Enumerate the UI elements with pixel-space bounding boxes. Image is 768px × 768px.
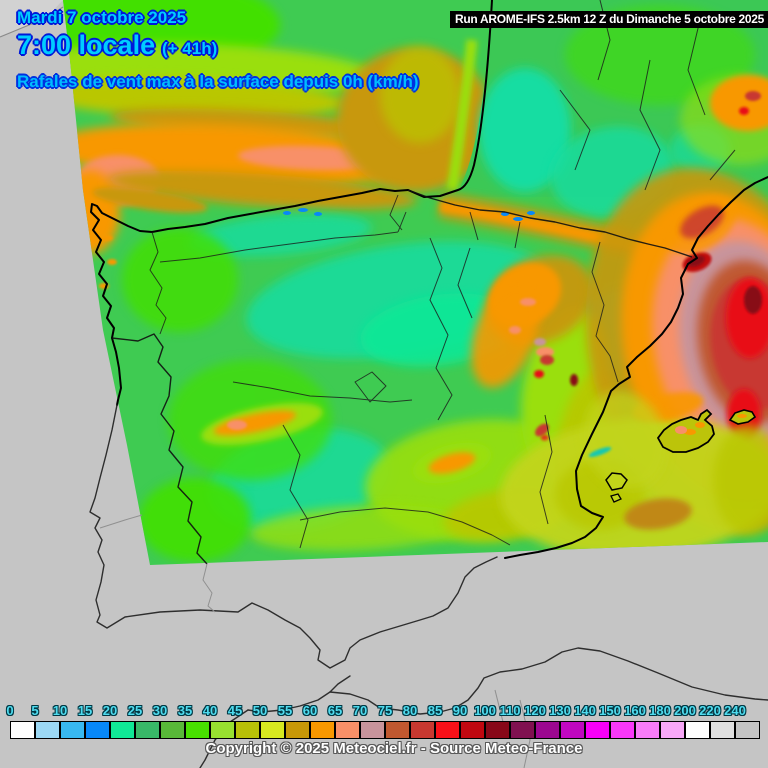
scale-label-100: 100 [474, 703, 496, 718]
scale-swatch-30 [160, 721, 185, 739]
scale-label-150: 150 [599, 703, 621, 718]
scale-label-20: 20 [102, 703, 118, 718]
scale-label-85: 85 [427, 703, 443, 718]
outside-land-france [0, 0, 63, 37]
coastline-outside-domain [89, 404, 768, 768]
scale-label-90: 90 [452, 703, 468, 718]
scale-label-40: 40 [202, 703, 218, 718]
forecast-offset-label: (+ 41h) [162, 39, 218, 58]
scale-swatch-130 [560, 721, 585, 739]
scale-label-70: 70 [352, 703, 368, 718]
scale-swatch-75 [385, 721, 410, 739]
scale-swatch-85 [435, 721, 460, 739]
balearic-islands [605, 408, 757, 503]
scale-label-80: 80 [402, 703, 418, 718]
scale-swatch-50 [260, 721, 285, 739]
border-portugal-south [202, 563, 216, 613]
scale-label-15: 15 [77, 703, 93, 718]
scale-swatch-35 [185, 721, 210, 739]
scale-label-45: 45 [227, 703, 243, 718]
local-time-label: 7:00 locale [17, 30, 156, 60]
scale-swatch-45 [235, 721, 260, 739]
scale-label-30: 30 [152, 703, 168, 718]
scale-swatch-5 [35, 721, 60, 739]
scale-swatch-70 [360, 721, 385, 739]
river-tagus [99, 514, 143, 529]
scale-swatch-40 [210, 721, 235, 739]
scale-label-65: 65 [327, 703, 343, 718]
coastline-north-spain-galicia [90, 188, 409, 406]
scale-label-35: 35 [177, 703, 193, 718]
coastline-portugal-andalusia [89, 404, 498, 669]
scale-label-240: 240 [724, 703, 746, 718]
scale-swatch-120 [535, 721, 560, 739]
scale-label-5: 5 [31, 703, 39, 718]
scale-swatch-100 [485, 721, 510, 739]
scale-swatch-20 [110, 721, 135, 739]
scale-label-160: 160 [624, 703, 646, 718]
coastline-mediterranean [504, 176, 768, 559]
scale-swatch-160 [635, 721, 660, 739]
model-domain-field [63, 0, 768, 565]
scale-label-10: 10 [52, 703, 68, 718]
scale-label-55: 55 [277, 703, 293, 718]
scale-label-50: 50 [252, 703, 268, 718]
scale-swatch-180 [660, 721, 685, 739]
scale-label-75: 75 [377, 703, 393, 718]
coastline-france-atlantic [407, 0, 493, 198]
date-label: Mardi 7 octobre 2025 [17, 8, 187, 27]
scale-label-110: 110 [499, 703, 521, 718]
border-morocco-algeria [519, 699, 531, 768]
scale-label-25: 25 [127, 703, 143, 718]
scale-label-0: 0 [6, 703, 14, 718]
scale-label-180: 180 [649, 703, 671, 718]
coastline-north-africa [329, 647, 768, 715]
scale-swatch-220 [710, 721, 735, 739]
scale-swatch-90 [460, 721, 485, 739]
run-info-banner: Run AROME-IFS 2.5km 12 Z du Dimanche 5 o… [450, 11, 768, 28]
scale-label-140: 140 [574, 703, 596, 718]
scale-swatch-65 [335, 721, 360, 739]
border-spain-france [407, 189, 693, 258]
scale-swatch-140 [585, 721, 610, 739]
variable-label: Rafales de vent max à la surface depuis … [17, 72, 419, 91]
scale-swatch-25 [135, 721, 160, 739]
scale-label-120: 120 [524, 703, 546, 718]
scale-swatch-110 [510, 721, 535, 739]
copyright-label: Copyright © 2025 Meteociel.fr - Source M… [205, 740, 583, 757]
region-borders [149, 0, 736, 549]
scale-swatch-240 [735, 721, 760, 739]
scale-label-130: 130 [549, 703, 571, 718]
scale-swatch-55 [285, 721, 310, 739]
country-borders [111, 189, 693, 565]
scale-swatch-200 [685, 721, 710, 739]
scale-label-200: 200 [674, 703, 696, 718]
scale-label-60: 60 [302, 703, 318, 718]
coastline-morocco-atlantic [199, 709, 249, 768]
scale-swatch-60 [310, 721, 335, 739]
scale-swatch-80 [410, 721, 435, 739]
wind-speed-color-scale: 0 5 10 15 20 25 30 35 40 45 50 55 60 65 70 75 80 85 90 100 1… [0, 700, 768, 768]
scale-swatch-0 [10, 721, 35, 739]
scale-swatch-10 [60, 721, 85, 739]
border-spain-portugal [111, 333, 208, 565]
scale-swatch-150 [610, 721, 635, 739]
coastline-iberia [90, 0, 768, 559]
coastline-morocco-tangier [247, 675, 351, 713]
scale-swatch-15 [85, 721, 110, 739]
scale-label-220: 220 [699, 703, 721, 718]
